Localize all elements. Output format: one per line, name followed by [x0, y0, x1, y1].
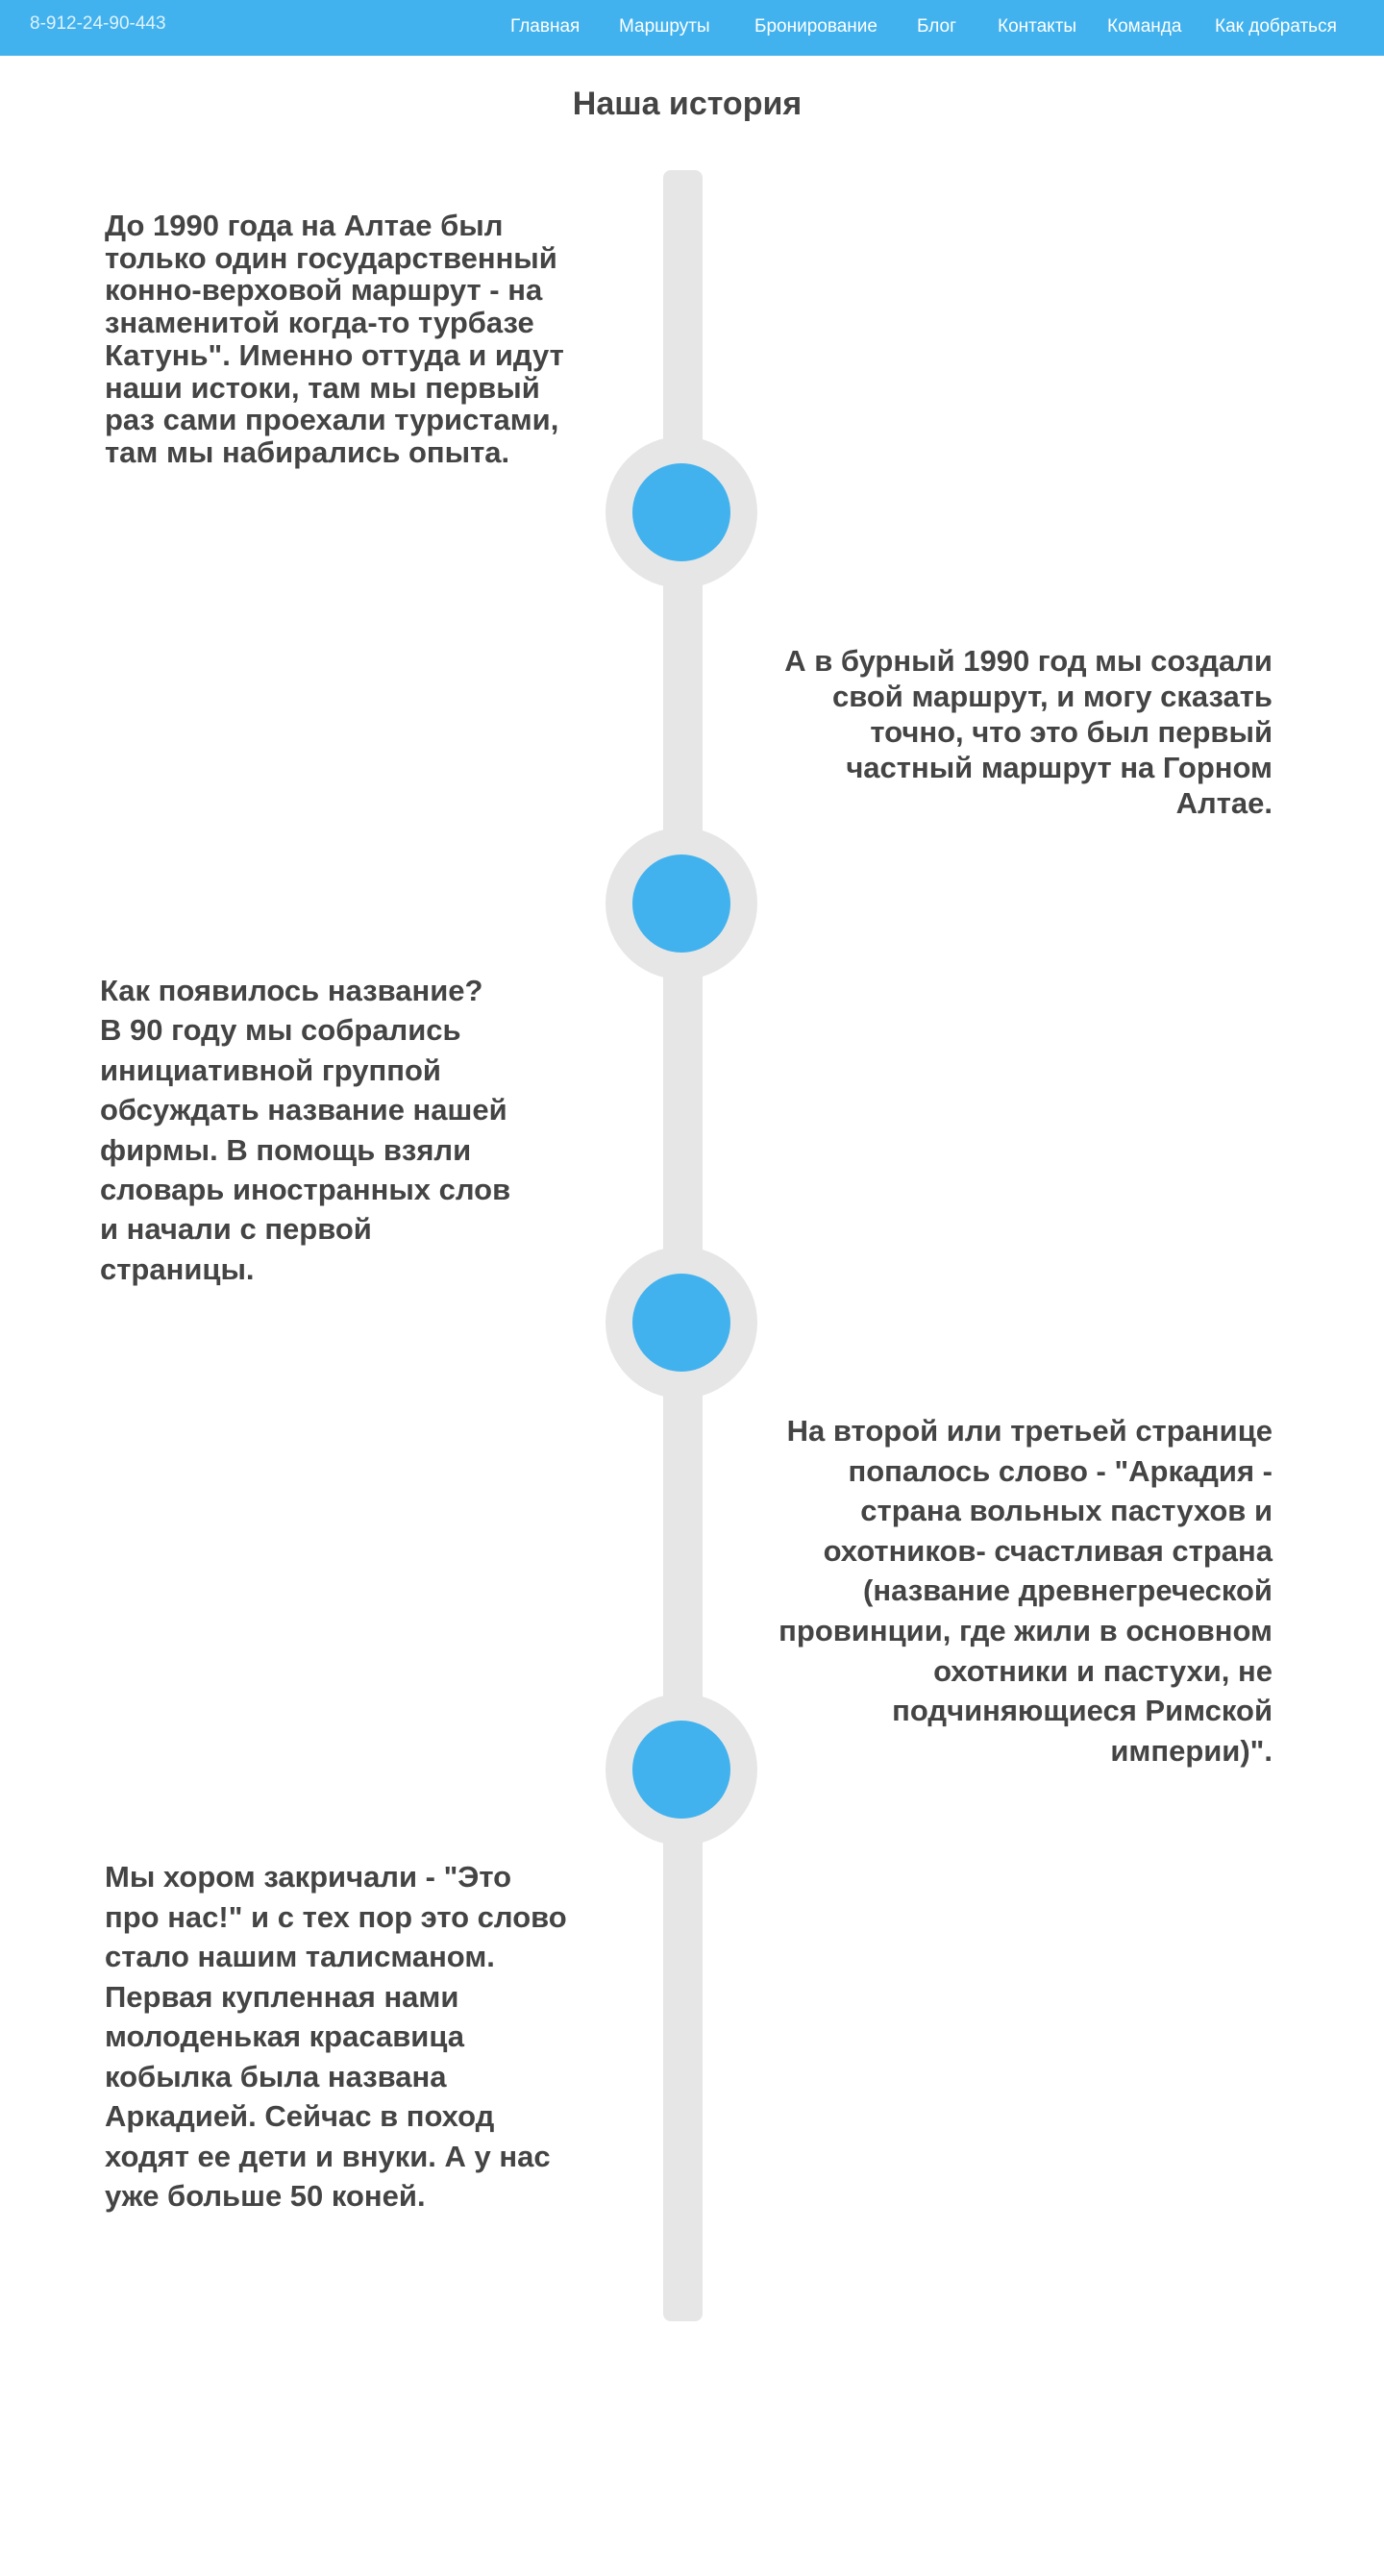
top-nav-bar: 8-912-24-90-443 Главная Маршруты Брониро…: [0, 0, 1384, 56]
nav-item-directions[interactable]: Как добраться: [1215, 16, 1337, 37]
timeline-dot: [632, 1274, 730, 1372]
nav-item-booking[interactable]: Бронирование: [754, 16, 877, 37]
history-text-4: На второй или третьей странице попалось …: [778, 1414, 1273, 1768]
history-text-2: А в бурный 1990 год мы создали свой марш…: [784, 644, 1273, 820]
timeline-node: [606, 436, 757, 588]
timeline-dot: [632, 1721, 730, 1819]
timeline-node: [606, 1694, 757, 1845]
timeline-dot: [632, 855, 730, 953]
history-text-5: Мы хором закричали - "Это про нас!" и с …: [105, 1860, 567, 2213]
timeline-node: [606, 828, 757, 979]
timeline-dot: [632, 463, 730, 561]
nav-item-team[interactable]: Команда: [1107, 16, 1182, 37]
history-text-3: Как появилось название? В 90 году мы соб…: [100, 974, 511, 1286]
nav-item-contacts[interactable]: Контакты: [998, 16, 1077, 37]
phone-number[interactable]: 8-912-24-90-443: [30, 13, 166, 34]
nav-item-home[interactable]: Главная: [510, 16, 581, 37]
history-text-1: До 1990 года на Алтае был только один го…: [105, 209, 564, 469]
nav-item-blog[interactable]: Блог: [917, 16, 957, 37]
timeline-node: [606, 1247, 757, 1399]
page-title: Наша история: [572, 86, 803, 122]
nav-item-routes[interactable]: Маршруты: [619, 16, 710, 37]
